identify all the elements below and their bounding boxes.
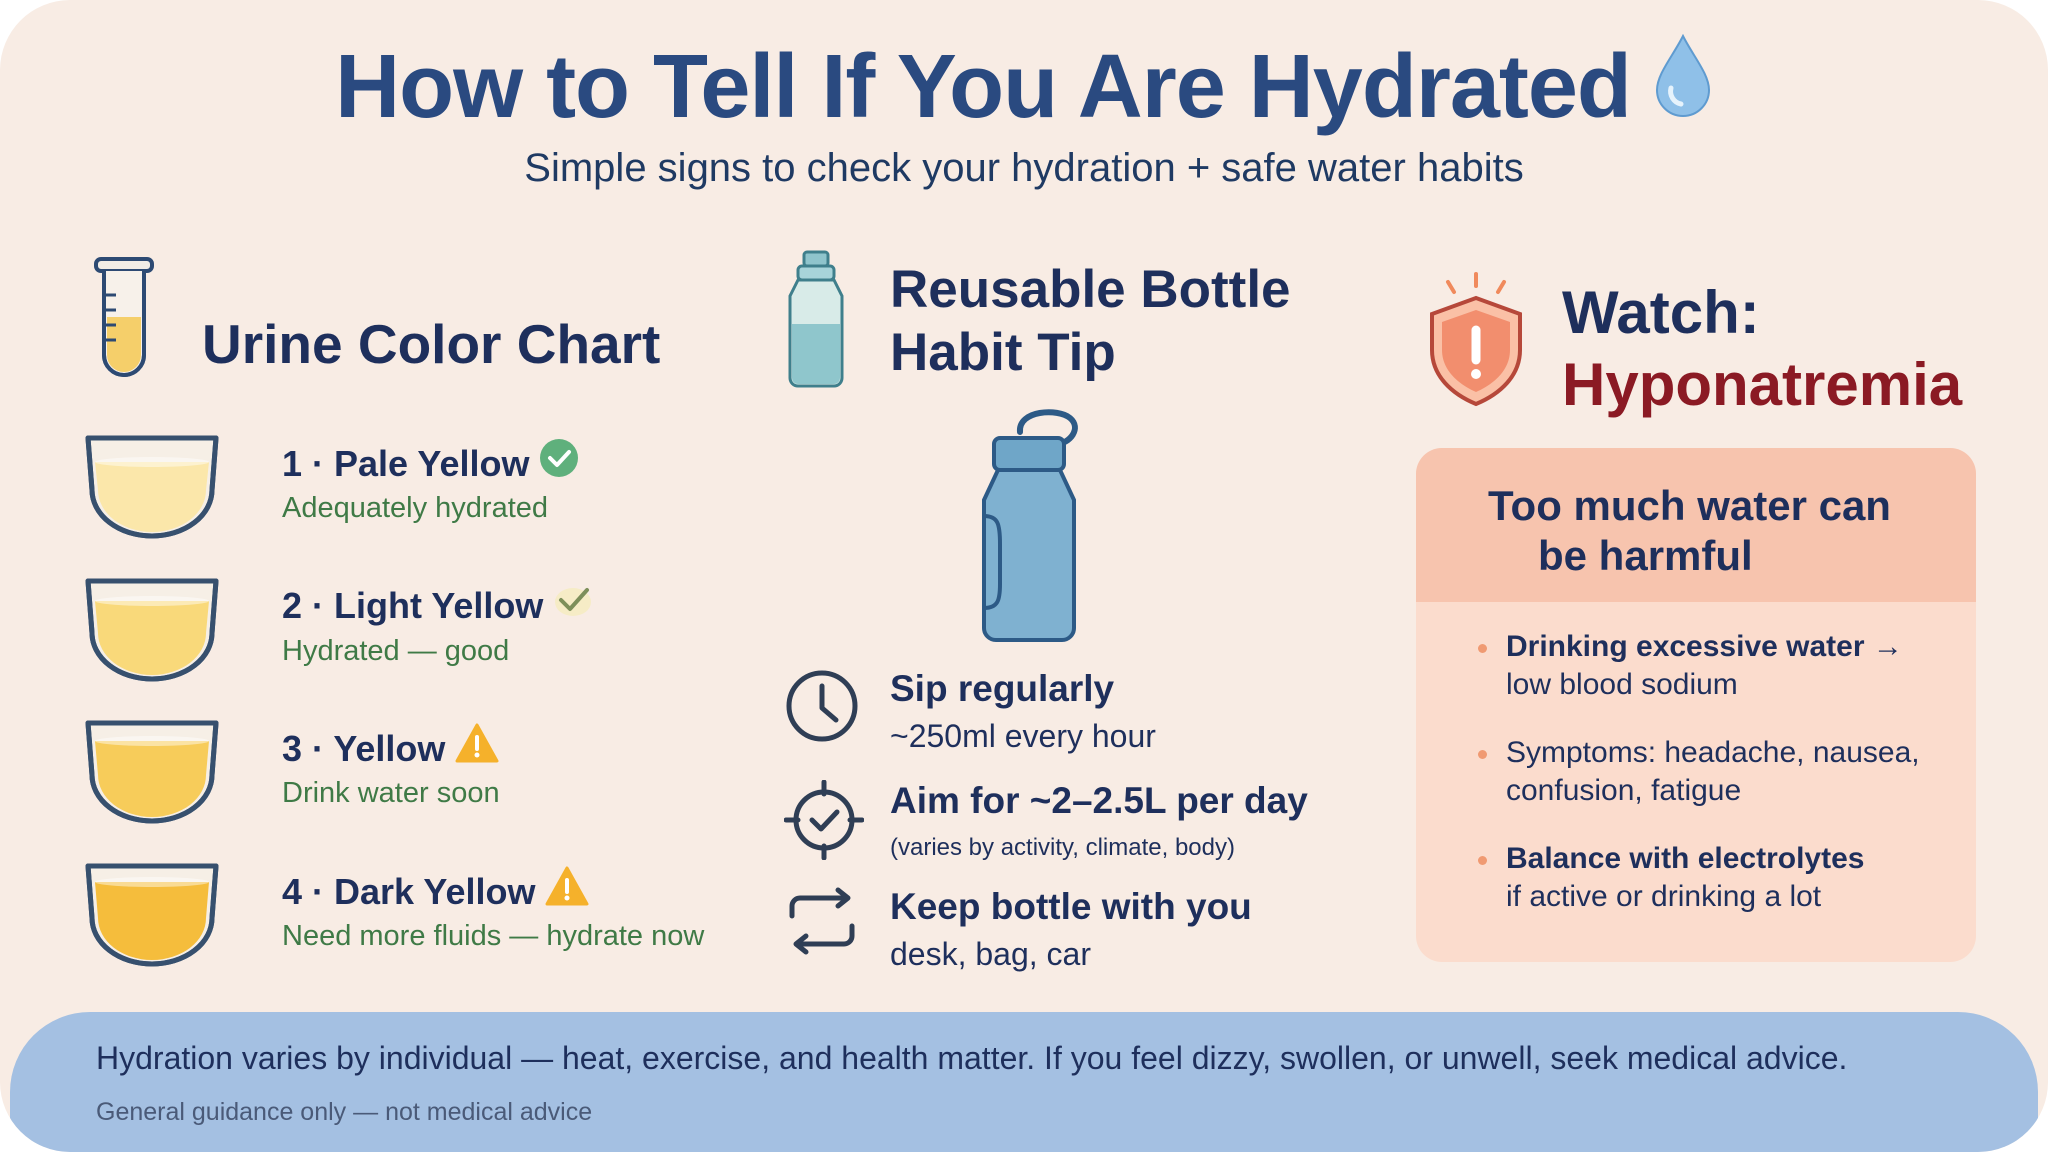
footer-note: Hydration varies by individual — heat, e… xyxy=(96,1040,1848,1076)
urine-cup-icon xyxy=(82,575,222,690)
cycle-arrows-icon xyxy=(784,886,860,961)
urine-cup-icon xyxy=(82,860,222,975)
tip-detail: (varies by activity, climate, body) xyxy=(890,834,1235,861)
urine-cup-icon xyxy=(82,717,222,832)
urine-color-label-text: 4 · Dark Yellow xyxy=(282,871,536,913)
bullet-line2: low blood sodium xyxy=(1506,668,1738,701)
hyponatremia-box: Too much water can be harmful Drinking e… xyxy=(1416,448,1976,962)
box-title-line1: Too much water can xyxy=(1488,482,1891,529)
tip-title: Keep bottle with you xyxy=(890,886,1252,927)
large-bottle-icon xyxy=(978,404,1084,649)
urine-color-label: 1 · Pale Yellow xyxy=(282,439,579,491)
urine-color-row: 3 · Yellow Drink water soon xyxy=(82,717,762,847)
tip-detail: ~250ml every hour xyxy=(890,718,1156,754)
page-title-text: How to Tell If You Are Hydrated xyxy=(335,37,1632,137)
urine-color-desc: Adequately hydrated xyxy=(282,492,549,524)
warning-icon xyxy=(545,866,589,915)
bottle-tip-title-line1: Reusable Bottle xyxy=(890,260,1291,319)
urine-color-row: 4 · Dark Yellow Need more fluids — hydrat… xyxy=(82,860,762,990)
urine-color-desc: Hydrated — good xyxy=(282,635,510,667)
footer-banner: Hydration varies by individual — heat, e… xyxy=(10,1012,2038,1152)
water-bottle-icon xyxy=(784,248,848,395)
urine-color-label-text: 1 · Pale Yellow xyxy=(282,443,530,485)
hyponatremia-box-header: Too much water can be harmful xyxy=(1416,448,1976,602)
bullet-dot xyxy=(1478,644,1487,653)
clock-icon xyxy=(784,668,860,749)
target-check-icon xyxy=(783,779,865,865)
bullet-line2: confusion, fatigue xyxy=(1506,774,1742,807)
alert-shield-icon xyxy=(1420,270,1532,415)
hyponatremia-title-line2: Hyponatremia xyxy=(1562,351,1963,418)
test-tube-icon xyxy=(90,255,158,390)
tip-detail: desk, bag, car xyxy=(890,936,1091,972)
bullet-dot xyxy=(1478,856,1487,865)
bullet-line1: Symptoms: headache, nausea, xyxy=(1506,736,1920,769)
bullet-line1: Balance with electrolytes xyxy=(1506,842,1865,875)
page-title: How to Tell If You Are Hydrated xyxy=(0,33,2048,146)
bullet-line1: Drinking excessive water → xyxy=(1506,630,1903,663)
tip-title: Aim for ~2–2.5L per day xyxy=(890,780,1308,821)
box-title-line2: be harmful xyxy=(1538,532,1753,579)
bottle-tip-title-line2: Habit Tip xyxy=(890,323,1116,382)
check-icon xyxy=(553,582,593,627)
bottle-tip-title: Reusable Bottle Habit Tip xyxy=(890,258,1291,384)
urine-color-label-text: 2 · Light Yellow xyxy=(282,585,544,626)
hyponatremia-title-line1: Watch: xyxy=(1562,279,1760,346)
bullet-dot xyxy=(1478,750,1487,759)
urine-color-label-text: 3 · Yellow xyxy=(282,728,446,770)
urine-color-label: 2 · Light Yellow xyxy=(282,585,593,631)
bullet-line2: if active or drinking a lot xyxy=(1506,880,1822,913)
urine-color-desc: Need more fluids — hydrate now xyxy=(282,920,705,952)
urine-color-label: 3 · Yellow xyxy=(282,723,499,776)
warning-icon xyxy=(455,723,499,772)
urine-color-label: 4 · Dark Yellow xyxy=(282,866,589,919)
urine-color-row: 2 · Light Yellow Hydrated — good xyxy=(82,575,762,705)
urine-color-row: 1 · Pale Yellow Adequately hydrated xyxy=(82,432,762,562)
check-circle-icon xyxy=(539,438,579,487)
tip-title: Sip regularly xyxy=(890,668,1115,709)
urine-color-desc: Drink water soon xyxy=(282,777,500,809)
page-subtitle: Simple signs to check your hydration + s… xyxy=(524,146,1524,190)
urine-chart-title: Urine Color Chart xyxy=(202,313,661,375)
water-drop-icon xyxy=(1653,33,1713,140)
urine-cup-icon xyxy=(82,432,222,547)
footer-disclaimer: General guidance only — not medical advi… xyxy=(96,1098,593,1126)
